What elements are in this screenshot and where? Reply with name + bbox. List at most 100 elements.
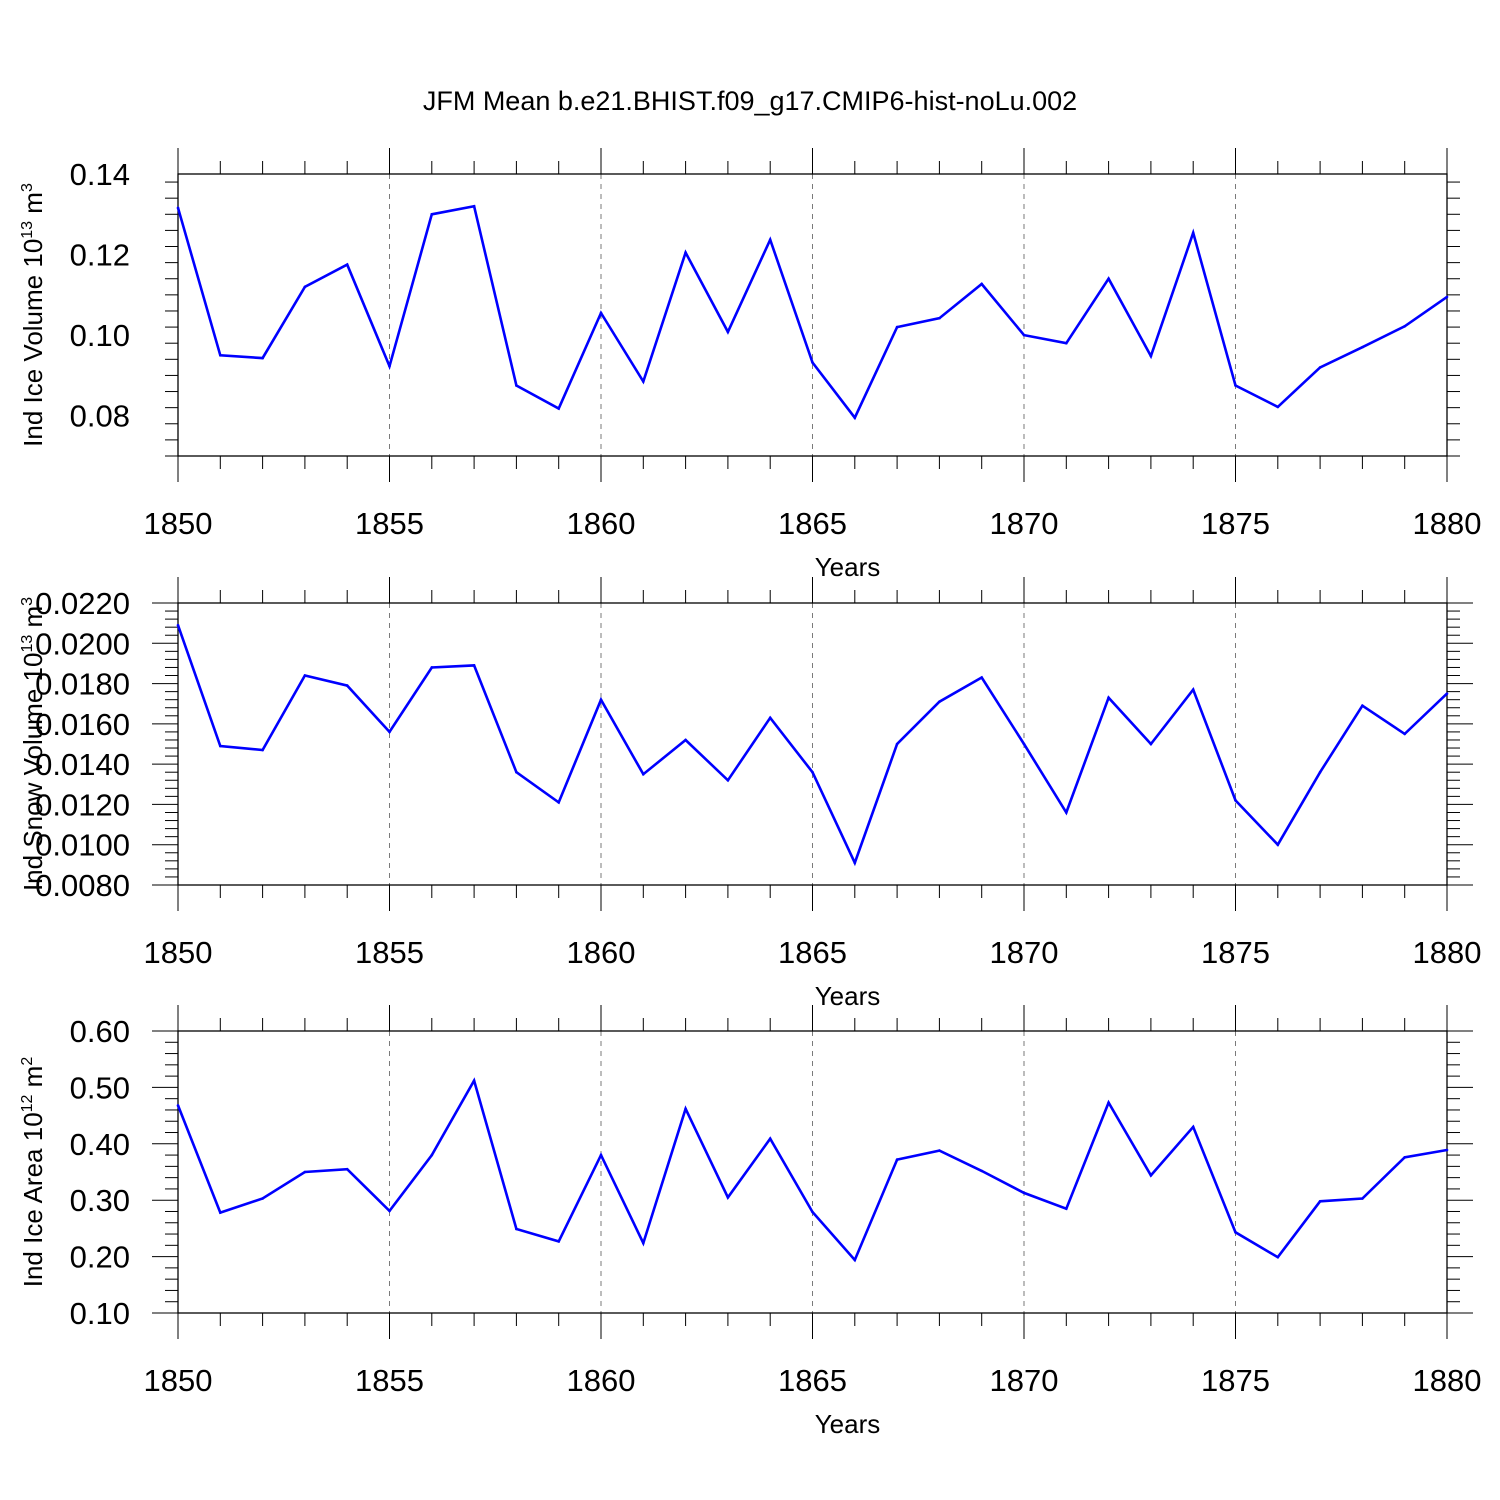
data-point xyxy=(1022,742,1026,746)
x-tick-label: 1860 xyxy=(567,935,636,970)
y-axis-label: Ind Ice Volume 1013 m3 xyxy=(18,183,48,447)
y-axis-label-part: Ind Ice Volume 10 xyxy=(18,239,48,447)
x-tick-label: 1875 xyxy=(1201,935,1270,970)
data-point xyxy=(980,676,983,679)
x-tick-label: 1860 xyxy=(567,506,636,541)
data-point xyxy=(1191,1125,1195,1129)
data-point xyxy=(219,1211,222,1214)
y-tick-label: 0.0080 xyxy=(35,868,130,903)
data-point xyxy=(642,1241,645,1245)
data-point xyxy=(768,238,772,241)
data-point xyxy=(684,1107,687,1111)
data-point xyxy=(430,1153,434,1157)
data-point xyxy=(261,1197,264,1200)
data-point xyxy=(1149,1174,1153,1177)
data-point xyxy=(1107,1101,1110,1104)
y-tick-label: 0.0200 xyxy=(35,626,130,661)
data-point xyxy=(1149,742,1153,746)
y-tick-label: 0.0180 xyxy=(35,667,130,702)
x-tick-label: 1870 xyxy=(990,935,1059,970)
y-axis-label-part: Ind Ice Area 10 xyxy=(18,1112,48,1287)
data-point xyxy=(1234,384,1237,387)
chart-panels: 0.08 0.10 0.12 0.14 1850 1855 1860 1865 1870 1875… xyxy=(18,148,1481,1439)
data-point xyxy=(303,674,307,677)
data-point xyxy=(515,770,518,774)
data-point xyxy=(472,1079,476,1082)
data-point xyxy=(768,1137,772,1141)
data-point xyxy=(1065,341,1068,345)
data-point xyxy=(1276,1255,1280,1259)
x-tick-label: 1850 xyxy=(144,1363,213,1398)
x-tick-label: 1875 xyxy=(1201,1363,1270,1398)
data-point xyxy=(684,738,687,742)
chart-title: JFM Mean b.e21.BHIST.f09_g17.CMIP6-hist-… xyxy=(423,86,1077,116)
y-axis-label: Ind Ice Area 1012 m2 xyxy=(18,1057,48,1288)
data-point xyxy=(1276,843,1280,847)
x-tick-label: 1880 xyxy=(1413,1363,1482,1398)
data-point xyxy=(1403,732,1406,736)
data-point xyxy=(219,353,222,357)
data-point xyxy=(853,1258,857,1262)
data-point xyxy=(1107,277,1110,281)
data-point xyxy=(1318,1200,1322,1203)
data-point xyxy=(1022,1191,1026,1195)
data-point xyxy=(1361,1197,1364,1200)
x-tick-label: 1875 xyxy=(1201,506,1270,541)
data-point xyxy=(430,666,434,669)
data-point xyxy=(557,407,560,410)
x-axis-label: Years xyxy=(815,981,881,1011)
x-tick-label: 1855 xyxy=(355,1363,424,1398)
data-point xyxy=(1234,1231,1237,1234)
data-point xyxy=(980,1169,983,1173)
x-tick-label: 1880 xyxy=(1413,506,1482,541)
data-point xyxy=(345,1167,349,1171)
y-axis-label-superscript: 3 xyxy=(19,183,36,192)
data-point xyxy=(895,1158,899,1161)
y-axis-label-superscript: 13 xyxy=(19,635,36,653)
y-axis-label-superscript: 13 xyxy=(19,221,36,239)
data-point xyxy=(726,330,730,334)
y-tick-label: 0.40 xyxy=(70,1127,130,1162)
data-point xyxy=(726,1196,730,1199)
y-tick-label: 0.08 xyxy=(70,399,130,434)
data-point xyxy=(388,364,391,368)
y-axis-label-part: m xyxy=(18,192,48,221)
data-point xyxy=(811,1210,814,1214)
data-point xyxy=(261,748,264,752)
panel-1: 0.08 0.10 0.12 0.14 1850 1855 1860 1865 1870 1875… xyxy=(18,148,1481,582)
data-point xyxy=(303,285,307,289)
x-axis-label: Years xyxy=(815,552,881,582)
data-point xyxy=(811,361,814,364)
data-point xyxy=(642,380,645,383)
data-point xyxy=(345,263,349,266)
y-tick-label: 0.12 xyxy=(70,238,130,273)
data-point xyxy=(219,744,222,748)
data-point xyxy=(1149,354,1153,358)
x-axis-label: Years xyxy=(815,1409,881,1439)
data-point xyxy=(557,1240,560,1243)
data-point xyxy=(1065,811,1068,814)
x-tick-label: 1860 xyxy=(567,1363,636,1398)
x-tick-label: 1855 xyxy=(355,506,424,541)
y-tick-label: 0.60 xyxy=(70,1014,130,1049)
panel-2: 0.0080 0.0100 0.0120 0.0140 0.0160 0.0180 0.02… xyxy=(18,577,1481,1011)
data-point xyxy=(980,282,983,286)
x-tick-label: 1850 xyxy=(144,935,213,970)
data-point xyxy=(430,212,434,216)
y-axis-label-part: Ind Snow Volume 10 xyxy=(18,653,48,892)
data-point xyxy=(1234,799,1237,802)
data-point xyxy=(1107,696,1110,699)
data-point xyxy=(1445,692,1449,695)
data-point xyxy=(642,772,645,776)
y-tick-label: 0.10 xyxy=(70,1296,130,1331)
y-axis-label-superscript: 3 xyxy=(19,597,36,606)
data-point xyxy=(472,204,476,208)
y-tick-label: 0.0100 xyxy=(35,828,130,863)
x-tick-label: 1855 xyxy=(355,935,424,970)
data-point xyxy=(938,1149,941,1152)
x-tick-label: 1865 xyxy=(778,935,847,970)
y-tick-label: 0.14 xyxy=(70,157,130,192)
y-tick-label: 0.20 xyxy=(70,1240,130,1275)
data-point xyxy=(1191,688,1195,691)
